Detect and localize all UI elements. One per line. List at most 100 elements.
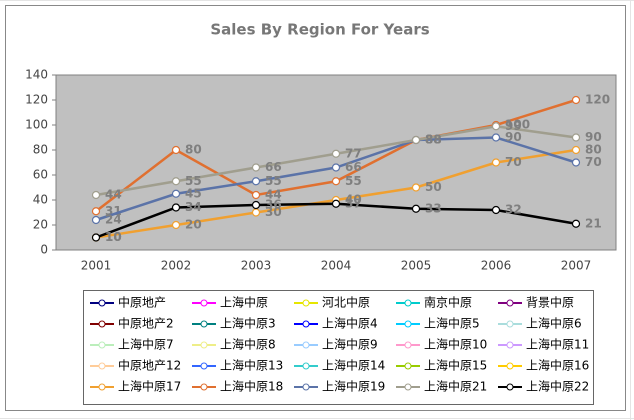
point (411, 204, 421, 213)
y-tick-label: 60 (33, 168, 48, 182)
legend-marker (506, 383, 514, 391)
point (571, 219, 581, 228)
data-label: 21 (585, 216, 602, 230)
x-tick-label: 2005 (401, 259, 432, 273)
data-label: 40 (345, 193, 362, 207)
legend-marker (98, 341, 106, 349)
legend-marker (98, 320, 106, 328)
data-label: 24 (105, 213, 122, 227)
legend-label: 中原地产12 (118, 358, 181, 373)
point (251, 190, 261, 200)
y-tick-label: 0 (40, 243, 48, 257)
data-label: 77 (345, 146, 362, 160)
legend-marker (98, 362, 106, 370)
data-label: 55 (185, 174, 202, 188)
data-label: 55 (345, 174, 362, 188)
data-label: 90 (505, 130, 522, 144)
data-label: 120 (585, 93, 610, 107)
data-label: 37 (345, 196, 362, 210)
point (491, 122, 501, 131)
legend-label: 上海中原22 (526, 379, 589, 394)
data-label: 34 (185, 200, 202, 214)
data-label: 90 (585, 130, 602, 144)
legend-marker (506, 320, 514, 328)
point (331, 199, 341, 208)
data-label: 55 (265, 174, 282, 188)
point (171, 220, 181, 230)
y-tick-label: 20 (33, 218, 48, 232)
legend-label: 上海中原11 (526, 337, 589, 352)
data-label: 80 (585, 143, 602, 157)
y-tick-label: 100 (25, 118, 48, 132)
legend-label: 上海中原19 (322, 379, 385, 394)
legend-label: 上海中原17 (118, 379, 181, 394)
legend-marker (302, 383, 310, 391)
legend-marker (404, 341, 412, 349)
x-tick-label: 2002 (161, 259, 192, 273)
legend-marker (506, 341, 514, 349)
legend-label: 上海中原18 (220, 379, 283, 394)
point (491, 158, 501, 167)
data-label: 32 (505, 203, 522, 217)
point (91, 233, 101, 242)
legend-label: 上海中原8 (220, 337, 276, 352)
data-label: 36 (265, 198, 282, 212)
legend-marker (200, 320, 208, 328)
data-label: 44 (265, 188, 282, 202)
legend-label: 上海中原21 (424, 379, 487, 394)
point (571, 133, 581, 142)
point (91, 215, 101, 225)
legend-label: 上海中原 (220, 295, 268, 310)
legend-marker (200, 362, 208, 370)
point (171, 189, 181, 198)
point (571, 158, 581, 167)
data-label: 10 (105, 230, 122, 244)
legend-label: 上海中原13 (220, 358, 283, 373)
point (331, 149, 341, 158)
point (171, 145, 181, 155)
legend-marker (98, 383, 106, 391)
data-label: 66 (345, 160, 362, 174)
data-label: 70 (585, 155, 602, 169)
legend-label: 中原地产 (118, 295, 166, 310)
point (491, 133, 501, 142)
y-tick-label: 120 (25, 93, 48, 107)
legend-marker (200, 341, 208, 349)
legend-label: 上海中原15 (424, 358, 487, 373)
legend-label: 上海中原10 (424, 337, 487, 352)
point (171, 203, 181, 212)
y-tick-label: 140 (25, 68, 48, 82)
legend-label: 上海中原3 (220, 316, 276, 331)
data-label: 33 (425, 201, 442, 215)
x-tick-label: 2001 (81, 259, 112, 273)
legend-marker (404, 383, 412, 391)
legend-label: 上海中原9 (322, 337, 378, 352)
point (331, 177, 341, 186)
legend-label: 河北中原 (322, 295, 370, 310)
point (331, 163, 341, 172)
legend-label: 上海中原4 (322, 316, 378, 331)
legend-marker (404, 320, 412, 328)
chart-title: Sales By Region For Years (210, 21, 429, 39)
data-label: 44 (105, 188, 122, 202)
x-tick-label: 2006 (481, 259, 512, 273)
legend-label: 上海中原14 (322, 358, 385, 373)
point (91, 207, 101, 216)
legend-label: 中原地产2 (118, 316, 174, 331)
data-label: 20 (185, 218, 202, 232)
legend-label: 上海中原7 (118, 337, 174, 352)
data-label: 88 (425, 133, 442, 147)
point (491, 205, 501, 215)
legend-marker (404, 299, 412, 307)
data-label: 45 (185, 186, 202, 200)
point (411, 135, 421, 145)
legend-marker (506, 299, 514, 307)
point (251, 208, 261, 217)
x-tick-label: 2007 (561, 259, 592, 273)
point (171, 177, 181, 186)
legend-marker (98, 299, 106, 307)
legend-marker (200, 299, 208, 307)
legend-marker (302, 341, 310, 349)
